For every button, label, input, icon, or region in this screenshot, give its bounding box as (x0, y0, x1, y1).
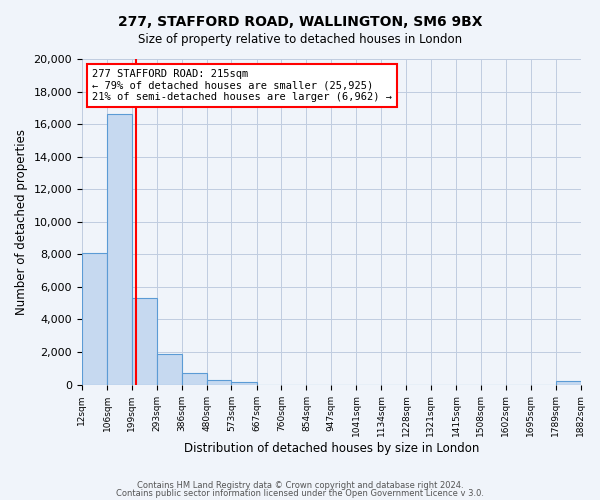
Text: Contains public sector information licensed under the Open Government Licence v : Contains public sector information licen… (116, 488, 484, 498)
Bar (82, 252, 107, 384)
Text: Size of property relative to detached houses in London: Size of property relative to detached ho… (138, 32, 462, 46)
Text: 277 STAFFORD ROAD: 215sqm
← 79% of detached houses are smaller (25,925)
21% of s: 277 STAFFORD ROAD: 215sqm ← 79% of detac… (92, 69, 392, 102)
X-axis label: Distribution of detached houses by size in London: Distribution of detached houses by size … (184, 442, 479, 455)
Bar (556, 382, 581, 384)
Bar (206, 380, 232, 384)
Bar (182, 373, 206, 384)
Bar (132, 298, 157, 384)
Bar (232, 382, 257, 384)
Y-axis label: Number of detached properties: Number of detached properties (15, 129, 28, 315)
Text: 277, STAFFORD ROAD, WALLINGTON, SM6 9BX: 277, STAFFORD ROAD, WALLINGTON, SM6 9BX (118, 15, 482, 29)
Bar (157, 354, 182, 384)
Bar (107, 114, 132, 384)
Text: Contains HM Land Registry data © Crown copyright and database right 2024.: Contains HM Land Registry data © Crown c… (137, 481, 463, 490)
